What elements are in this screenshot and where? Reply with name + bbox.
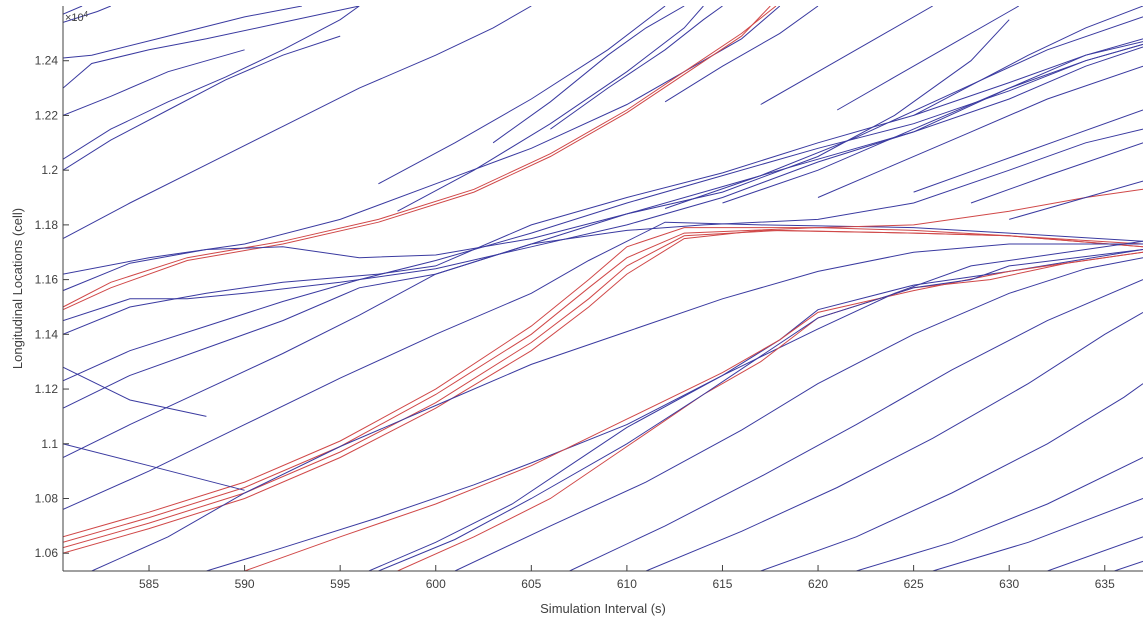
trajectory-line-37 [1114, 560, 1143, 571]
trajectory-line-4 [63, 6, 360, 89]
trajectory-line-1 [63, 6, 83, 15]
trajectory-line-36 [1047, 536, 1143, 571]
trajectory-line-18 [63, 188, 1143, 538]
trajectory-line-25 [368, 240, 1143, 571]
trajectory-line-32 [645, 311, 1143, 571]
x-tick-label: 595 [330, 577, 350, 591]
y-tick-label: 1.22 [35, 108, 59, 122]
trajectory-line-23 [206, 249, 1143, 571]
x-tick-label: 585 [139, 577, 159, 591]
trajectory-line-38 [492, 6, 685, 144]
x-tick-label: 605 [521, 577, 541, 591]
x-ticks: 585 590 595 600 605 610 615 620 625 630 635 [139, 565, 1115, 591]
trajectory-line-7 [63, 6, 532, 240]
series-group [63, 6, 1143, 571]
trajectory-line-13 [63, 41, 1143, 335]
trajectory-line-29 [63, 49, 245, 116]
x-tick-label: 620 [808, 577, 828, 591]
y-tick-label: 1.16 [35, 273, 59, 287]
x-axis-title: Simulation Interval (s) [540, 601, 666, 616]
trajectory-line-24 [244, 251, 1143, 571]
trajectory-line-43 [913, 6, 1143, 116]
trajectory-line-20 [63, 229, 1143, 549]
trajectory-line-28 [63, 443, 245, 491]
trajectory-line-49 [817, 65, 1143, 198]
trajectory-line-16 [63, 128, 1143, 458]
trajectory-line-45 [63, 366, 207, 417]
x-tick-label: 625 [904, 577, 924, 591]
y-axis-title: Longitudinal Locations (cell) [10, 208, 25, 369]
y-tick-label: 1.14 [35, 327, 59, 341]
trajectory-line-30 [454, 257, 1143, 571]
x-tick-label: 590 [235, 577, 255, 591]
trajectory-line-46 [397, 6, 704, 212]
y-tick-label: 1.1 [41, 437, 58, 451]
trajectory-line-34 [856, 457, 1143, 571]
trajectory-line-26 [397, 251, 1143, 571]
y-tick-label: 1.2 [41, 163, 58, 177]
x-tick-label: 615 [712, 577, 732, 591]
trajectory-line-33 [760, 383, 1143, 571]
trajectory-line-47 [664, 16, 1143, 209]
y-tick-label: 1.06 [35, 546, 59, 560]
trajectory-line-6 [63, 35, 341, 171]
trajectory-line-39 [550, 6, 723, 130]
trajectory-line-44 [378, 6, 666, 185]
trajectory-line-8 [63, 6, 781, 275]
y-exponent-power: 4 [84, 10, 89, 19]
trajectory-line-52 [1009, 180, 1143, 220]
y-tick-label: 1.08 [35, 491, 59, 505]
trajectory-line-42 [836, 6, 1020, 111]
y-ticks: 1.06 1.08 1.1 1.12 1.14 1.16 1.18 1.2 1.22 1.24 [35, 54, 69, 560]
trajectory-line-9 [63, 6, 771, 311]
y-tick-label: 1.18 [35, 218, 59, 232]
trajectory-line-14 [63, 43, 1143, 382]
y-tick-label: 1.12 [35, 382, 59, 396]
x-tick-label: 610 [617, 577, 637, 591]
trajectory-line-35 [932, 498, 1143, 571]
y-axis-exponent-label: ×104 [65, 10, 89, 25]
trajectory-line-17 [63, 221, 1143, 510]
trajectory-line-19 [63, 227, 1143, 543]
trajectory-line-31 [569, 279, 1143, 571]
y-exponent-base: ×10 [65, 12, 84, 24]
trajectory-line-40 [664, 6, 819, 103]
trajectory-line-48 [722, 43, 1143, 204]
trajectory-line-11 [63, 19, 1010, 292]
trajectory-line-5 [63, 6, 360, 160]
x-tick-label: 630 [999, 577, 1019, 591]
trajectory-line-3 [63, 6, 302, 59]
x-tick-label: 635 [1095, 577, 1115, 591]
trajectory-line-2 [63, 6, 111, 23]
trajectory-line-27 [378, 249, 1143, 571]
trajectory-line-50 [913, 109, 1143, 193]
trajectory-line-21 [63, 229, 1143, 554]
trajectory-line-22 [91, 243, 1143, 571]
y-tick-label: 1.24 [35, 54, 59, 68]
trajectory-line-10 [63, 6, 777, 308]
trajectory-line-41 [760, 6, 933, 105]
x-tick-label: 600 [426, 577, 446, 591]
trajectory-line-51 [970, 142, 1143, 204]
